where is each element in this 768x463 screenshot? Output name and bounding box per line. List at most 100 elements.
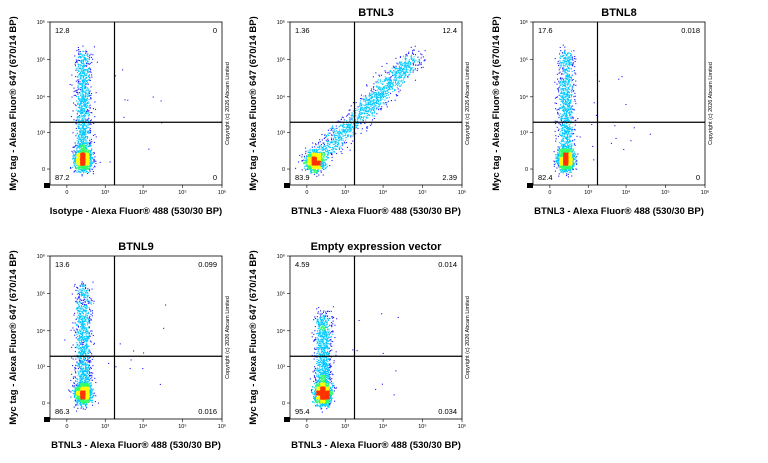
event-point — [80, 152, 82, 154]
event-point — [76, 147, 78, 149]
event-point — [90, 155, 92, 157]
event-point — [377, 97, 379, 99]
event-point — [331, 127, 333, 129]
event-point — [388, 96, 390, 98]
event-point — [365, 96, 367, 98]
event-point — [81, 100, 83, 102]
event-point — [77, 146, 79, 148]
event-point — [74, 55, 76, 57]
event-point — [309, 159, 311, 161]
event-point — [79, 110, 81, 112]
event-point — [74, 151, 76, 153]
event-point — [574, 129, 576, 131]
event-point — [90, 168, 92, 170]
event-point — [373, 107, 375, 109]
event-point — [316, 150, 318, 152]
event-point — [82, 102, 84, 104]
event-point — [336, 145, 338, 147]
event-point — [80, 53, 82, 55]
event-point — [354, 119, 356, 121]
event-point — [81, 127, 83, 129]
event-point — [358, 110, 360, 112]
event-point — [84, 57, 86, 59]
event-point — [311, 158, 313, 160]
event-point — [399, 56, 401, 58]
event-point — [367, 114, 369, 116]
event-point — [85, 79, 87, 81]
plot-title: BTNL8 — [601, 7, 636, 19]
event-point — [323, 152, 325, 154]
event-point — [384, 80, 386, 82]
event-point — [95, 108, 97, 110]
event-point — [390, 100, 392, 102]
event-point — [345, 128, 347, 130]
event-point — [360, 98, 362, 100]
event-point — [87, 151, 89, 153]
event-point — [89, 62, 91, 64]
event-point — [76, 133, 78, 135]
event-point — [388, 71, 390, 73]
event-point — [318, 164, 320, 166]
event-point — [83, 117, 85, 119]
event-point — [338, 134, 340, 136]
event-point — [363, 104, 365, 106]
event-point — [319, 167, 321, 169]
event-point — [90, 149, 92, 151]
event-point — [77, 116, 79, 118]
event-point — [76, 152, 78, 154]
event-point — [378, 88, 380, 90]
event-point — [80, 162, 82, 164]
event-point — [371, 93, 373, 95]
event-point — [342, 128, 344, 130]
event-point — [575, 80, 577, 82]
event-point — [313, 152, 315, 154]
event-point — [337, 132, 339, 134]
event-point — [318, 154, 320, 156]
event-point — [86, 141, 88, 143]
event-point — [77, 164, 79, 166]
event-point — [403, 72, 405, 74]
event-point — [397, 88, 399, 90]
event-point — [88, 168, 90, 170]
event-point — [341, 132, 343, 134]
event-point — [348, 128, 350, 130]
event-point — [309, 151, 311, 153]
event-point — [386, 97, 388, 99]
event-point — [80, 98, 82, 100]
event-point — [376, 95, 378, 97]
event-point — [340, 138, 342, 140]
event-point — [378, 103, 380, 105]
event-point — [84, 78, 86, 80]
event-point — [89, 139, 91, 141]
event-point — [87, 61, 89, 63]
event-point — [319, 166, 321, 168]
event-point — [369, 104, 371, 106]
event-point — [305, 165, 307, 167]
event-point — [86, 150, 88, 152]
event-point — [572, 168, 574, 170]
event-point — [329, 146, 331, 148]
event-point — [359, 114, 361, 116]
event-point — [306, 161, 308, 163]
event-point — [389, 88, 391, 90]
event-point — [383, 87, 385, 89]
event-point — [84, 84, 86, 86]
event-point — [87, 115, 89, 117]
event-point — [399, 80, 401, 82]
event-point — [301, 154, 303, 156]
event-point — [378, 92, 380, 94]
event-point — [319, 155, 321, 157]
event-point — [85, 100, 87, 102]
event-point — [319, 158, 321, 160]
event-point — [556, 109, 558, 111]
event-point — [385, 77, 387, 79]
event-point — [82, 63, 84, 65]
event-point — [312, 158, 314, 160]
event-point — [366, 85, 368, 87]
event-point — [313, 173, 315, 175]
event-point — [311, 162, 313, 164]
event-point — [370, 97, 372, 99]
event-point — [415, 59, 417, 61]
event-point — [403, 71, 405, 73]
y-axis-label: Myc tag - Alexa Fluor® 647 (670/14 BP) — [8, 16, 19, 191]
